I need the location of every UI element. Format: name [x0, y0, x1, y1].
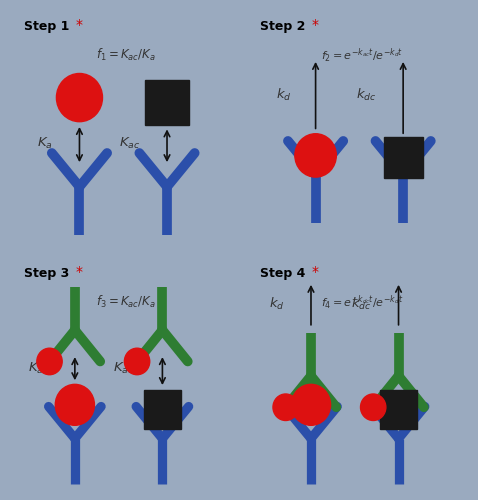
Text: $\mathit{K}_{ac}$: $\mathit{K}_{ac}$: [113, 361, 134, 376]
Text: $\mathit{K}_a$: $\mathit{K}_a$: [28, 361, 43, 376]
Text: $\mathit{k}_d$: $\mathit{k}_d$: [269, 296, 284, 312]
Circle shape: [295, 134, 337, 177]
Text: $\mathit{f}_1 = \mathit{K}_{ac}/\mathit{K}_a$: $\mathit{f}_1 = \mathit{K}_{ac}/\mathit{…: [96, 47, 155, 63]
Bar: [145, 80, 189, 126]
Text: Step 4: Step 4: [261, 268, 305, 280]
Text: $\mathit{k}_d$: $\mathit{k}_d$: [275, 87, 291, 103]
Circle shape: [55, 384, 95, 426]
Text: $\mathit{k}_{dc}$: $\mathit{k}_{dc}$: [356, 87, 377, 103]
Bar: [144, 390, 181, 429]
Circle shape: [37, 348, 62, 374]
Text: $*$: $*$: [311, 262, 319, 276]
Circle shape: [273, 394, 298, 420]
Circle shape: [360, 394, 386, 420]
Bar: [383, 138, 423, 178]
Circle shape: [292, 384, 331, 426]
Text: $\mathit{K}_{ac}$: $\mathit{K}_{ac}$: [120, 136, 141, 151]
Text: Step 2: Step 2: [261, 20, 305, 34]
Text: $*$: $*$: [75, 16, 83, 30]
Text: $\mathit{k}_{dc}$: $\mathit{k}_{dc}$: [351, 296, 372, 312]
Text: $\mathit{K}_a$: $\mathit{K}_a$: [37, 136, 53, 151]
Text: $\mathit{f}_2 = e^{-k_{ac}t}/e^{-k_d t}$: $\mathit{f}_2 = e^{-k_{ac}t}/e^{-k_d t}$: [321, 47, 403, 66]
Text: Step 3: Step 3: [24, 268, 69, 280]
Circle shape: [56, 74, 102, 122]
Text: $\mathit{f}_3 = \mathit{K}_{ac}/\mathit{K}_a$: $\mathit{f}_3 = \mathit{K}_{ac}/\mathit{…: [96, 294, 155, 310]
Text: $\mathit{f}_4 = e^{-k_{dc}t}/e^{-k_d t}$: $\mathit{f}_4 = e^{-k_{dc}t}/e^{-k_d t}$: [321, 294, 403, 312]
Circle shape: [124, 348, 150, 374]
Bar: [380, 390, 417, 429]
Text: Step 1: Step 1: [24, 20, 69, 34]
Text: $*$: $*$: [311, 16, 319, 30]
Text: $*$: $*$: [75, 262, 83, 276]
